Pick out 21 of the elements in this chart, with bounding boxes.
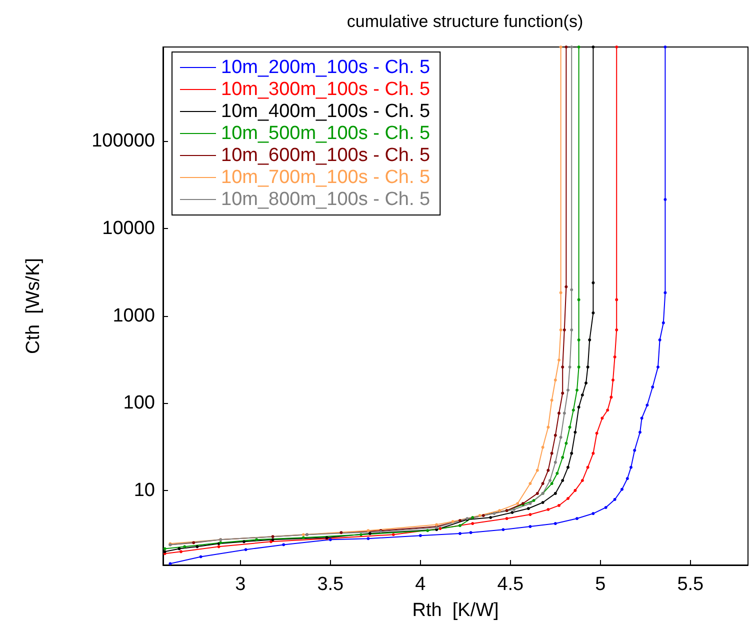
chart-title: cumulative structure function(s) — [346, 12, 584, 31]
x-tick-label: 5 — [595, 574, 606, 595]
y-tick-label: 10000 — [102, 218, 155, 240]
x-tick-label: 4 — [415, 574, 426, 595]
x-tick-label: 3 — [235, 574, 246, 595]
y-tick-label: 10 — [134, 480, 155, 501]
legend-label: 10m_600m_100s - Ch. 5 — [221, 145, 430, 166]
legend-label: 10m_400m_100s - Ch. 5 — [221, 101, 430, 122]
legend-label: 10m_800m_100s - Ch. 5 — [221, 189, 430, 210]
y-axis-title: Cth [Ws/K] — [23, 258, 44, 354]
legend-label: 10m_700m_100s - Ch. 5 — [221, 167, 430, 188]
x-tick-label: 4.5 — [497, 574, 524, 595]
y-tick-label: 1000 — [112, 305, 155, 326]
y-tick-label: 100 — [123, 392, 155, 414]
x-axis-title: Rth [K/W] — [412, 600, 499, 621]
legend-label: 10m_300m_100s - Ch. 5 — [221, 79, 430, 100]
legend-label: 10m_200m_100s - Ch. 5 — [221, 57, 430, 78]
legend-label: 10m_500m_100s - Ch. 5 — [221, 123, 430, 144]
y-tick-label: 100000 — [92, 130, 155, 152]
x-tick-label: 3.5 — [317, 574, 344, 595]
x-tick-label: 5.5 — [677, 574, 704, 595]
